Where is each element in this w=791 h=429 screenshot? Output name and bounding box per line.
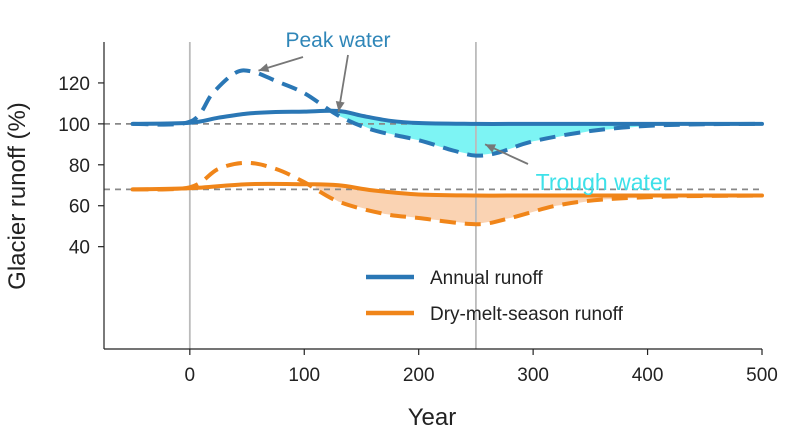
x-tick-label-400: 400 — [632, 365, 664, 386]
legend: Annual runoff Dry-melt-season runoff — [366, 268, 624, 325]
annotations: Peak water Trough water — [258, 29, 671, 195]
legend-label-dry: Dry-melt-season runoff — [430, 304, 624, 325]
y-axis-title: Glacier runoff (%) — [4, 102, 31, 290]
shaded-region-dry — [315, 184, 762, 225]
peak-water-label: Peak water — [285, 29, 390, 52]
shading-layer — [315, 111, 762, 225]
x-tick-label-200: 200 — [403, 365, 435, 386]
series-line-annual-dashed — [132, 68, 763, 158]
series-line-dry-solid — [130, 181, 764, 198]
y-tick-label-80: 80 — [69, 156, 90, 177]
y-tick-label-40: 40 — [69, 238, 90, 259]
x-axis-title: Year — [408, 404, 457, 429]
series-line-annual-solid — [130, 108, 764, 126]
x-tick-label-0: 0 — [185, 365, 196, 386]
x-tick-label-300: 300 — [517, 365, 549, 386]
series-layer — [130, 68, 764, 227]
y-tick-label-60: 60 — [69, 197, 90, 218]
x-tick-label-100: 100 — [288, 365, 320, 386]
trough-water-label: Trough water — [536, 169, 671, 195]
x-tick-label-500: 500 — [746, 365, 778, 386]
shaded-region-annual — [338, 111, 762, 156]
series-line-dry-dashed — [132, 160, 763, 227]
y-tick-label-100: 100 — [58, 115, 90, 136]
y-tick-label-120: 120 — [58, 74, 90, 95]
ticks: 0 100 200 300 400 500 40 60 80 100 120 — [58, 74, 778, 386]
trough-water-arrow — [484, 143, 529, 165]
peak-water-arrow-1 — [258, 56, 304, 73]
legend-label-annual: Annual runoff — [430, 268, 543, 289]
peak-water-arrow-2 — [335, 54, 349, 112]
axes — [103, 42, 762, 350]
